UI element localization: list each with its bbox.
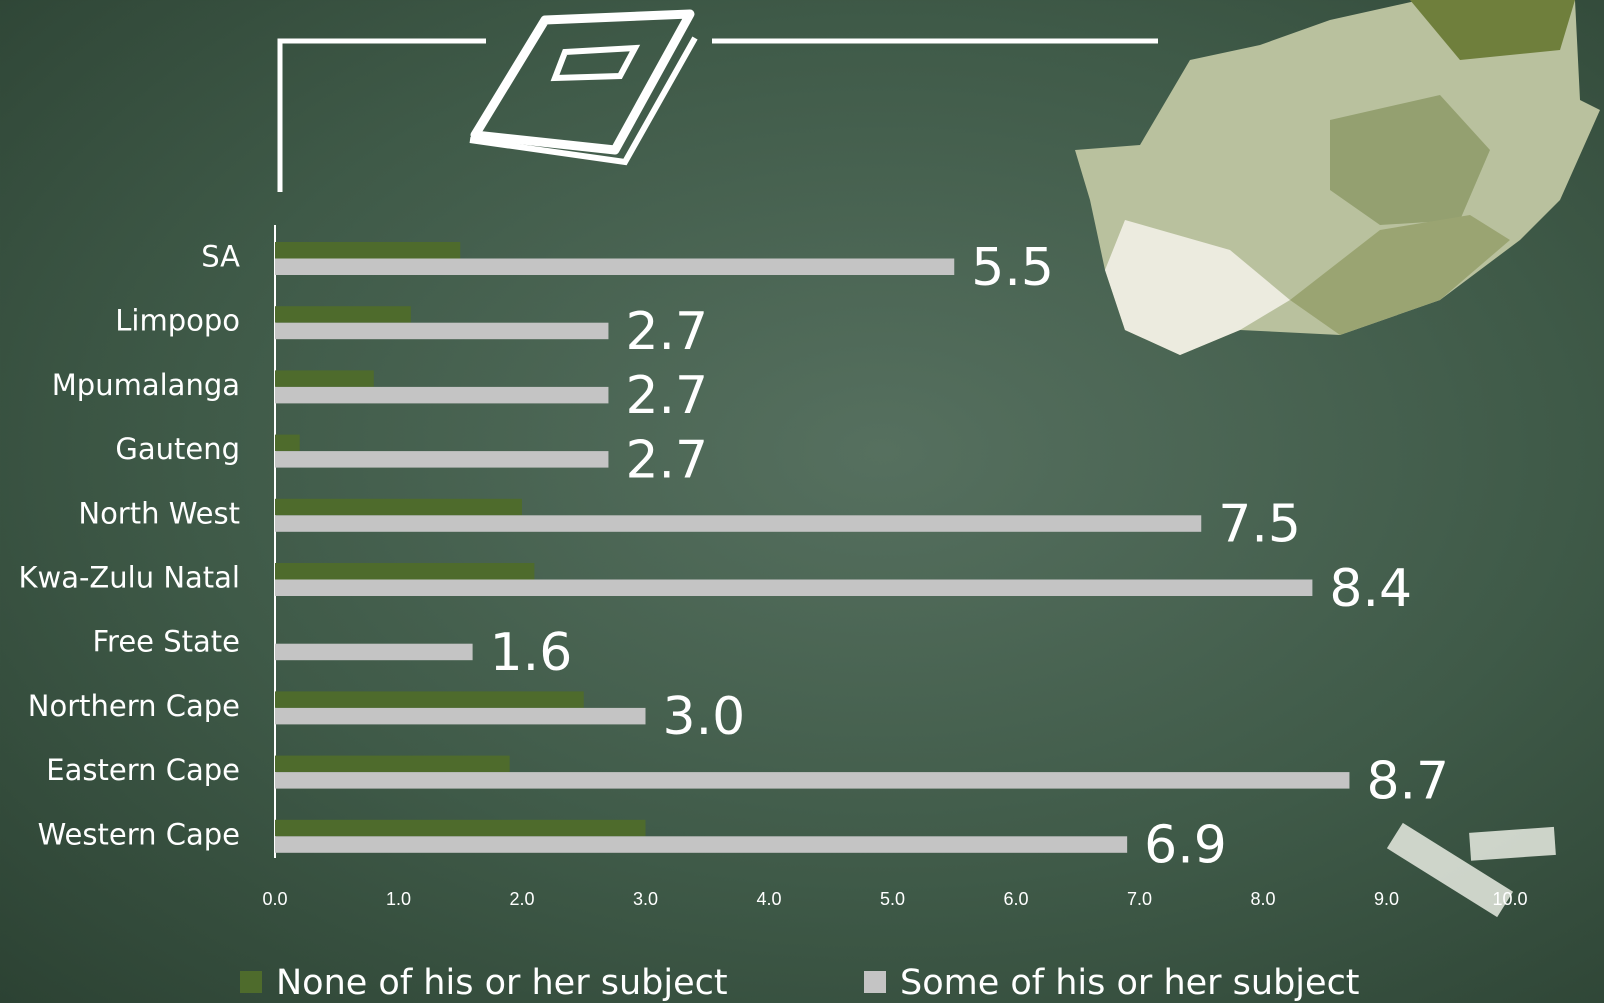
bar xyxy=(275,755,510,773)
frame-line xyxy=(277,38,486,192)
bar xyxy=(275,691,584,708)
x-tick-label: 9.0 xyxy=(1374,889,1399,909)
category-label: Northern Cape xyxy=(28,689,240,723)
bar xyxy=(275,819,646,837)
category-label: Mpumalanga xyxy=(52,368,240,402)
bar xyxy=(275,836,1128,853)
bar xyxy=(275,498,522,516)
bar xyxy=(275,386,609,404)
bar xyxy=(275,451,609,468)
x-tick-label: 6.0 xyxy=(1003,889,1028,909)
chalk-piece xyxy=(1469,826,1556,861)
x-tick-label: 0.0 xyxy=(262,889,287,909)
bar xyxy=(275,772,1350,789)
bar xyxy=(275,515,1202,532)
x-tick-label: 5.0 xyxy=(880,889,905,909)
legend-swatch xyxy=(864,971,886,993)
x-tick-label: 8.0 xyxy=(1250,889,1275,909)
data-label: 2.7 xyxy=(625,302,708,362)
legend-label: Some of his or her subject xyxy=(900,963,1360,1003)
x-tick-label: 3.0 xyxy=(633,889,658,909)
map-region xyxy=(1410,0,1575,60)
map-region xyxy=(1330,95,1490,225)
decoration xyxy=(277,9,1158,192)
legend-swatch xyxy=(240,971,262,993)
book-icon xyxy=(550,44,641,82)
bar xyxy=(275,370,374,387)
bar xyxy=(275,643,473,661)
category-label: Gauteng xyxy=(115,432,240,466)
book-icon xyxy=(469,36,698,166)
x-tick-label: 10.0 xyxy=(1492,889,1527,909)
bar xyxy=(275,707,646,725)
x-tick-label: 1.0 xyxy=(386,889,411,909)
bar xyxy=(275,579,1313,596)
category-label: SA xyxy=(201,240,240,274)
chalk-piece xyxy=(1386,822,1514,918)
data-label: 1.6 xyxy=(490,623,573,683)
category-label: Western Cape xyxy=(38,817,240,851)
chalk xyxy=(1386,822,1556,918)
legend-label: None of his or her subject xyxy=(276,963,728,1003)
data-label: 8.4 xyxy=(1329,559,1412,619)
data-label: 3.0 xyxy=(663,687,746,747)
data-label: 7.5 xyxy=(1218,495,1301,555)
category-label: Limpopo xyxy=(115,304,240,338)
x-tick-label: 7.0 xyxy=(1127,889,1152,909)
book-icon xyxy=(470,9,695,155)
bar xyxy=(275,434,300,452)
bar xyxy=(275,242,461,259)
data-label: 6.9 xyxy=(1144,816,1227,876)
category-label: Eastern Cape xyxy=(46,753,240,787)
data-label: 2.7 xyxy=(625,430,708,490)
map xyxy=(1075,0,1600,355)
x-tick-label: 2.0 xyxy=(509,889,534,909)
data-label: 2.7 xyxy=(625,366,708,426)
bar xyxy=(275,322,609,340)
category-label: Kwa-Zulu Natal xyxy=(18,561,240,595)
data-label: 8.7 xyxy=(1366,751,1449,811)
x-tick-label: 4.0 xyxy=(756,889,781,909)
map-region xyxy=(1105,220,1290,355)
data-label: 5.5 xyxy=(971,238,1054,298)
bar xyxy=(275,306,411,323)
bar xyxy=(275,258,955,275)
category-label: Free State xyxy=(92,625,240,659)
category-label: North West xyxy=(78,496,240,530)
bar xyxy=(275,563,535,580)
map-region xyxy=(1290,215,1510,335)
